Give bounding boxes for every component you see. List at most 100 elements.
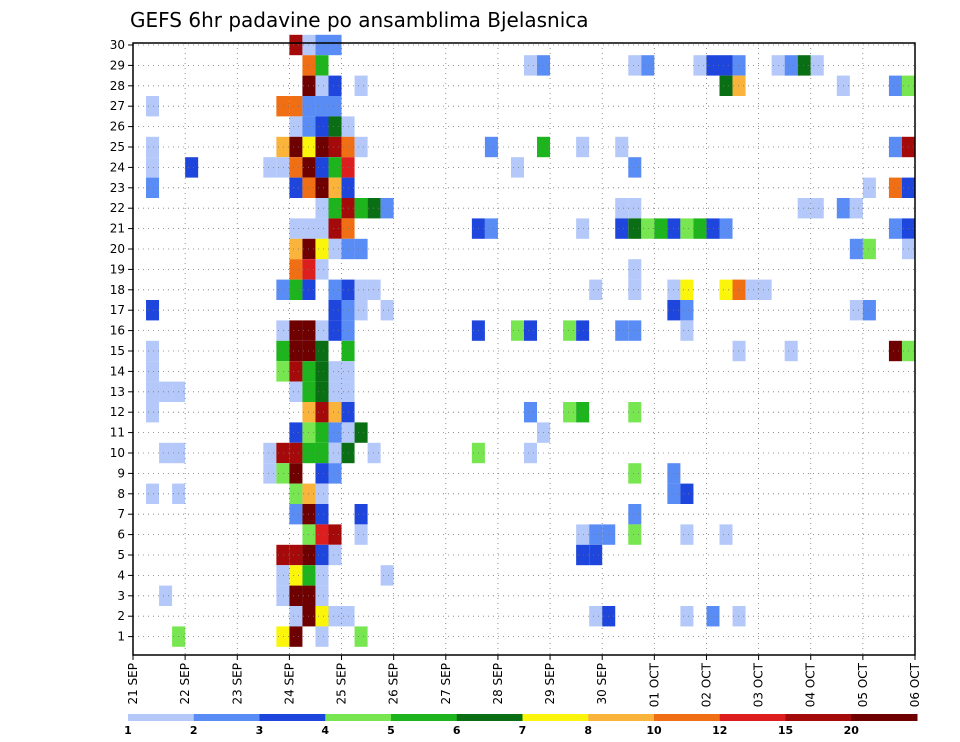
heatmap-cell xyxy=(328,177,342,198)
heatmap-cell xyxy=(315,585,329,606)
heatmap-cell xyxy=(576,544,590,566)
heatmap-cell xyxy=(315,565,329,586)
heatmap-cell xyxy=(159,381,173,402)
heatmap-cell xyxy=(328,361,342,382)
heatmap-cell xyxy=(146,402,160,423)
colorbar-segment xyxy=(588,714,655,721)
heatmap-cell xyxy=(315,381,329,402)
heatmap-cell xyxy=(732,55,746,76)
heatmap-cell xyxy=(524,442,538,464)
heatmap-cell xyxy=(276,544,290,566)
heatmap-cell xyxy=(849,198,863,219)
heatmap-cell xyxy=(146,96,160,117)
heatmap-cell xyxy=(328,381,342,402)
heatmap-cell xyxy=(289,483,303,504)
heatmap-cell xyxy=(589,606,603,627)
heatmap-cell xyxy=(380,565,394,586)
heatmap-cell xyxy=(328,34,342,56)
colorbar-tick-label: 20 xyxy=(844,724,860,737)
heatmap-cell xyxy=(849,300,863,321)
heatmap-cell xyxy=(289,626,303,647)
colorbar-segment xyxy=(259,714,326,721)
colorbar-segment xyxy=(391,714,458,721)
heatmap-cell xyxy=(315,626,329,647)
y-tick-label: 5 xyxy=(117,548,125,562)
heatmap-cell xyxy=(315,422,329,443)
x-tick-label: 28 SEP xyxy=(491,663,505,705)
heatmap-cell xyxy=(628,218,642,239)
heatmap-cell xyxy=(810,55,824,76)
heatmap-cell xyxy=(185,157,199,178)
heatmap-cell xyxy=(276,626,290,647)
heatmap-cell xyxy=(354,75,368,96)
heatmap-cell xyxy=(289,238,303,260)
heatmap-cell xyxy=(328,218,342,239)
y-tick-label: 4 xyxy=(117,568,125,582)
heatmap-cell xyxy=(628,259,642,280)
heatmap-cell xyxy=(576,218,590,239)
heatmap-cell xyxy=(628,55,642,76)
heatmap-cell xyxy=(706,55,720,76)
y-tick-label: 28 xyxy=(110,79,125,93)
colorbar-tick-label: 15 xyxy=(778,724,793,737)
heatmap-cell xyxy=(289,463,303,484)
y-tick-label: 23 xyxy=(110,181,125,195)
heatmap-cell xyxy=(315,463,329,484)
heatmap-cell xyxy=(315,402,329,423)
y-tick-label: 18 xyxy=(110,283,125,297)
heatmap-cell xyxy=(159,585,173,606)
y-tick-label: 27 xyxy=(110,99,125,113)
heatmap-cell xyxy=(719,218,733,239)
heatmap-cell xyxy=(680,483,694,504)
heatmap-cell xyxy=(888,75,902,96)
x-tick-label: 02 OCT xyxy=(699,662,713,707)
heatmap-cell xyxy=(354,504,368,525)
heatmap-cell xyxy=(315,544,329,566)
heatmap-cell xyxy=(263,157,277,178)
heatmap-cell xyxy=(797,198,811,219)
x-tick-label: 27 SEP xyxy=(439,663,453,705)
x-tick-label: 06 OCT xyxy=(908,662,922,707)
heatmap-cell xyxy=(576,524,590,545)
heatmap-cell xyxy=(354,279,368,300)
heatmap-cell xyxy=(732,75,746,96)
heatmap-cell xyxy=(563,320,577,341)
heatmap-cell xyxy=(354,524,368,545)
heatmap-cell xyxy=(810,198,824,219)
y-tick-label: 29 xyxy=(110,58,125,72)
colorbar-tick-label: 6 xyxy=(453,724,461,737)
heatmap-cell xyxy=(354,300,368,321)
heatmap-cell xyxy=(276,279,290,300)
heatmap-cell xyxy=(289,381,303,402)
y-tick-label: 22 xyxy=(110,201,125,215)
heatmap-cell xyxy=(706,606,720,627)
heatmap-cell xyxy=(276,463,290,484)
heatmap-cell xyxy=(328,544,342,566)
heatmap-cell xyxy=(315,606,329,627)
heatmap-cell xyxy=(315,361,329,382)
heatmap-cell xyxy=(367,279,381,300)
heatmap-cell xyxy=(380,198,394,219)
chart-title: GEFS 6hr padavine po ansamblima Bjelasni… xyxy=(130,8,589,32)
heatmap-cell xyxy=(315,116,329,137)
heatmap-cell xyxy=(784,340,798,362)
heatmap-cell xyxy=(615,198,629,219)
heatmap-cell xyxy=(862,177,876,198)
heatmap-cell xyxy=(289,606,303,627)
heatmap-cell xyxy=(615,320,629,341)
heatmap-cell xyxy=(354,626,368,647)
heatmap-cell xyxy=(693,55,707,76)
heatmap-cell xyxy=(862,238,876,260)
y-tick-label: 15 xyxy=(110,344,125,358)
heatmap-cell xyxy=(315,136,329,158)
heatmap-cell xyxy=(628,524,642,545)
heatmap-cell xyxy=(289,96,303,117)
heatmap-cell xyxy=(315,75,329,96)
heatmap-cell xyxy=(719,75,733,96)
colorbar-segment xyxy=(128,714,195,721)
heatmap-cell xyxy=(563,402,577,423)
y-tick-label: 30 xyxy=(110,38,125,52)
heatmap-cell xyxy=(315,198,329,219)
y-tick-label: 13 xyxy=(110,385,125,399)
